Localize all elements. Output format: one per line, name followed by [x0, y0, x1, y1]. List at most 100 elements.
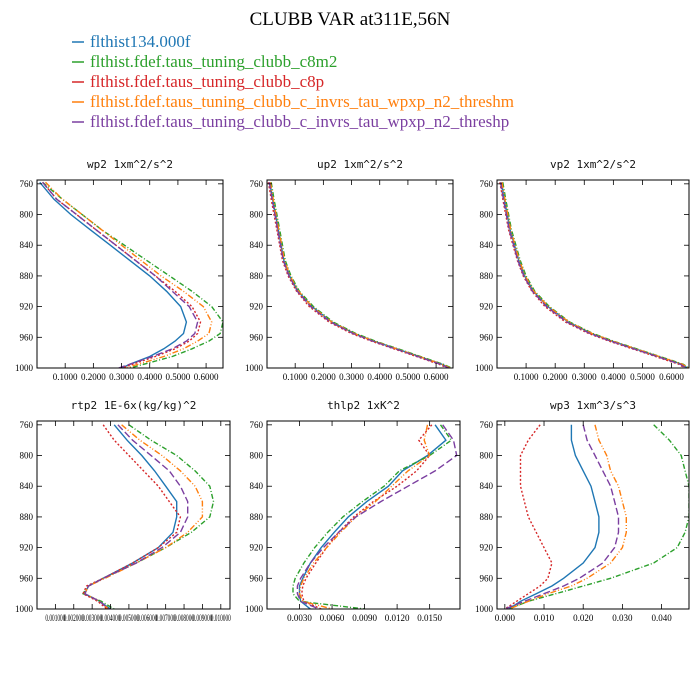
x-tick-label: 0.6000: [424, 372, 449, 382]
x-tick-label: 0.5000: [166, 372, 191, 382]
series-line: [300, 424, 433, 609]
y-tick-label: 840: [480, 481, 494, 491]
plot-frame: [36, 420, 231, 610]
series-line: [269, 182, 451, 368]
x-tick-label: 0.2000: [311, 372, 336, 382]
x-tick-label: 0.6000: [194, 372, 219, 382]
chart-panel: wp2 1xm^2/s^2 760 800 840 880 920 960 1000 0.100…: [15, 158, 224, 382]
panel-title: rtp2 1E-6x(kg/kg)^2: [71, 399, 197, 412]
y-tick-label: 960: [480, 573, 494, 583]
y-tick-label: 960: [250, 573, 264, 583]
y-tick-label: 920: [480, 543, 494, 553]
x-tick-label: 0.0120: [385, 613, 410, 623]
series-line: [39, 181, 188, 368]
y-tick-label: 880: [250, 271, 264, 281]
x-tick-label: 0.5000: [396, 372, 421, 382]
series-line: [42, 181, 199, 368]
y-tick-label: 760: [250, 420, 264, 430]
y-tick-label: 880: [480, 512, 494, 522]
panel-title: wp2 1xm^2/s^2: [87, 158, 173, 171]
x-tick-label: 0.010: [534, 613, 555, 623]
chart-panel: up2 1xm^2/s^2 760 800 840 880 920 960 1000 0.100…: [245, 158, 454, 382]
x-tick-label: 0.010000: [211, 613, 231, 623]
x-tick-label: 0.001000: [45, 613, 65, 623]
y-tick-label: 1000: [245, 363, 264, 373]
panel-title: up2 1xm^2/s^2: [317, 158, 403, 171]
y-tick-label: 960: [20, 573, 34, 583]
legend-label: flthist134.000f: [90, 32, 191, 51]
legend-label: flthist.fdef.taus_tuning_clubb_c_invrs_t…: [90, 112, 509, 131]
x-tick-label: 0.0090: [352, 613, 377, 623]
series-line: [82, 424, 182, 609]
y-tick-label: 920: [20, 302, 34, 312]
x-tick-label: 0.003000: [82, 613, 102, 623]
series-line: [83, 424, 189, 609]
y-tick-label: 1000: [15, 363, 34, 373]
x-tick-label: 0.008000: [174, 613, 194, 623]
y-tick-label: 800: [250, 451, 264, 461]
x-tick-label: 0.4000: [367, 372, 392, 382]
x-tick-label: 0.006000: [137, 613, 157, 623]
y-tick-label: 760: [20, 179, 34, 189]
legend-label: flthist.fdef.taus_tuning_clubb_c8p: [90, 72, 324, 91]
legend-label: flthist.fdef.taus_tuning_clubb_c8m2: [90, 52, 337, 71]
y-tick-label: 920: [250, 302, 264, 312]
series-line: [508, 424, 600, 609]
series-line: [268, 182, 450, 368]
y-tick-label: 920: [480, 302, 494, 312]
y-tick-label: 800: [480, 451, 494, 461]
series-line: [499, 182, 687, 368]
x-tick-label: 0.1000: [283, 372, 308, 382]
series-line: [267, 182, 448, 368]
series-line: [504, 424, 620, 609]
series-line: [504, 424, 553, 609]
y-tick-label: 880: [480, 271, 494, 281]
panel-title: vp2 1xm^2/s^2: [550, 158, 636, 171]
y-tick-label: 760: [250, 179, 264, 189]
chart-panel: thlp2 1xK^2 760 800 840 880 920 960 1000 0.0030 0…: [245, 399, 461, 623]
series-line: [292, 424, 453, 609]
series-line: [81, 424, 215, 609]
y-tick-label: 800: [250, 210, 264, 220]
series-line: [501, 182, 689, 368]
y-tick-label: 960: [20, 332, 34, 342]
panels: wp2 1xm^2/s^2 760 800 840 880 920 960 1000 0.100…: [15, 158, 690, 623]
y-tick-label: 960: [480, 332, 494, 342]
y-tick-label: 840: [480, 240, 494, 250]
y-tick-label: 960: [250, 332, 264, 342]
series-line: [83, 424, 204, 609]
y-tick-label: 800: [480, 210, 494, 220]
series-line: [502, 182, 689, 368]
legend-label: flthist.fdef.taus_tuning_clubb_c_invrs_t…: [90, 92, 514, 111]
series-line: [499, 182, 685, 368]
series-line: [508, 424, 627, 609]
x-tick-label: 0.1000: [514, 372, 539, 382]
y-tick-label: 800: [20, 210, 34, 220]
chart-panel: rtp2 1E-6x(kg/kg)^2 760 800 840 880 920 960 100…: [15, 399, 231, 623]
x-tick-label: 0.002000: [64, 613, 84, 623]
y-tick-label: 880: [20, 271, 34, 281]
series-line: [298, 424, 431, 609]
series-line: [500, 182, 688, 368]
series-line: [298, 424, 447, 609]
x-tick-label: 0.3000: [572, 372, 597, 382]
x-tick-label: 0.0060: [320, 613, 345, 623]
y-tick-label: 920: [20, 543, 34, 553]
x-tick-label: 0.4000: [137, 372, 162, 382]
x-tick-label: 0.2000: [543, 372, 568, 382]
y-tick-label: 1000: [475, 604, 494, 614]
plot-frame: [266, 420, 461, 610]
series-line: [45, 181, 213, 368]
x-tick-label: 0.009000: [192, 613, 212, 623]
x-tick-label: 0.5000: [630, 372, 655, 382]
x-tick-label: 0.000: [495, 613, 516, 623]
x-tick-label: 0.3000: [109, 372, 134, 382]
y-tick-label: 920: [250, 543, 264, 553]
series-line: [42, 181, 223, 368]
y-tick-label: 800: [20, 451, 34, 461]
panel-title: wp3 1xm^3/s^3: [550, 399, 636, 412]
y-tick-label: 840: [20, 481, 34, 491]
x-tick-label: 0.020: [573, 613, 594, 623]
y-tick-label: 760: [20, 420, 34, 430]
x-tick-label: 0.2000: [81, 372, 106, 382]
